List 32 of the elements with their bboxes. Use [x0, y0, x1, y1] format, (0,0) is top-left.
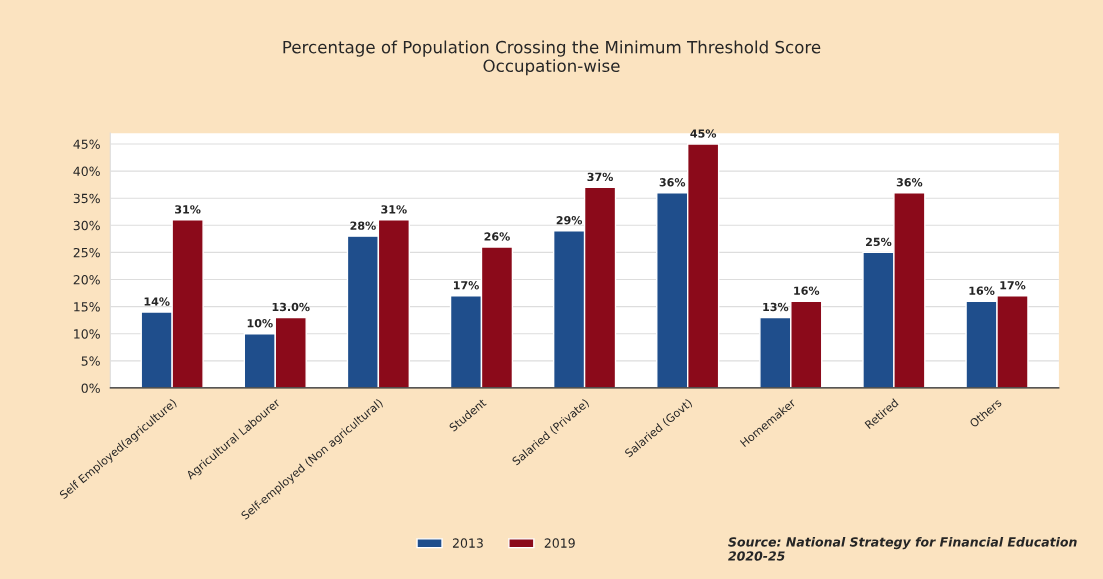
data-label: 17%	[453, 281, 479, 290]
data-label: 36%	[659, 178, 686, 187]
legend-label: 2013	[452, 538, 483, 548]
legend-label: 2019	[544, 538, 575, 548]
y-tick-label: 30%	[73, 220, 100, 231]
data-label: 26%	[484, 232, 510, 241]
data-label: 37%	[587, 172, 613, 182]
y-tick-label: 15%	[74, 302, 100, 312]
data-label: 25%	[866, 237, 892, 247]
data-label: 28%	[350, 221, 376, 230]
y-tick-label: 35%	[73, 193, 100, 204]
data-label: 31%	[175, 205, 201, 214]
y-tick-label: 45%	[73, 139, 100, 149]
source-note: Source: National Strategy for Financial Education 2020-25	[728, 536, 1077, 561]
data-label: 31%	[381, 205, 407, 214]
data-label: 13%	[763, 302, 789, 312]
data-label: 45%	[690, 129, 717, 138]
data-label: 17%	[1000, 281, 1026, 290]
y-tick-label: 5%	[81, 356, 100, 366]
y-tick-label: 20%	[73, 274, 100, 285]
y-tick-label: 40%	[73, 166, 100, 177]
chart-title: Percentage of Population Crossing the Minimum Threshold Score Occupation-wise	[283, 40, 821, 76]
y-tick-label: 0%	[81, 383, 100, 393]
data-label: 10%	[247, 319, 273, 328]
data-label: 36%	[896, 178, 923, 187]
data-label: 16%	[969, 286, 995, 295]
data-label: 16%	[794, 286, 820, 295]
data-label: 13.0%	[272, 302, 310, 312]
data-label: 29%	[556, 216, 583, 225]
y-tick-label: 10%	[74, 329, 100, 339]
y-tick-label: 25%	[73, 247, 100, 258]
data-label: 14%	[144, 297, 170, 306]
